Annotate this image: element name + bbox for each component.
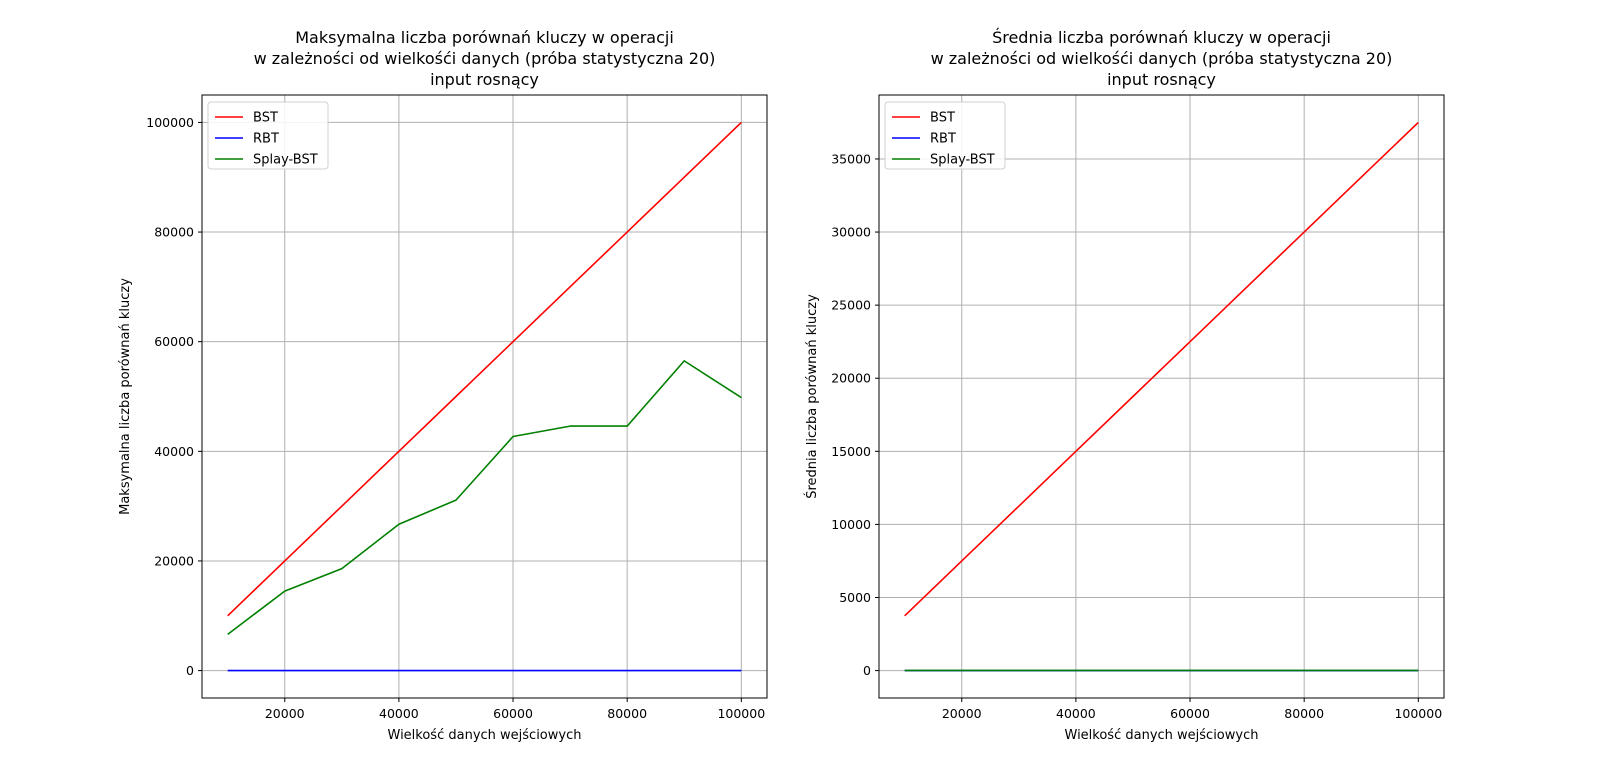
y-tick-label: 0 (863, 663, 871, 678)
x-tick-label: 100000 (1394, 706, 1442, 721)
x-tick-label: 40000 (1056, 706, 1096, 721)
y-tick-label: 60000 (154, 334, 194, 349)
chart-title-line: Średnia liczba porównań kluczy w operacj… (992, 28, 1331, 47)
chart-avg-comparisons: Średnia liczba porównań kluczy w operacj… (804, 28, 1445, 743)
legend-label-splay-bst: Splay-BST (253, 153, 318, 168)
series-line-bst (227, 121, 742, 617)
y-tick-label: 15000 (831, 444, 871, 459)
y-tick-label: 40000 (154, 444, 194, 459)
chart-title-line: w zależności od wielkośći danych (próba … (254, 49, 716, 68)
y-tick-label: 10000 (831, 517, 871, 532)
chart-title-line: w zależności od wielkośći danych (próba … (931, 49, 1393, 68)
x-tick-label: 80000 (607, 706, 647, 721)
series-line-bst (904, 121, 1419, 617)
x-tick-label: 60000 (493, 706, 533, 721)
y-tick-label: 80000 (154, 225, 194, 240)
x-tick-label: 60000 (1170, 706, 1210, 721)
y-tick-label: 5000 (839, 590, 871, 605)
y-axis-label: Maksymalna liczba porównań kluczy (118, 278, 133, 515)
x-axis-label: Wielkość danych wejściowych (388, 728, 582, 743)
legend-label-splay-bst: Splay-BST (930, 153, 995, 168)
x-tick-label: 80000 (1284, 706, 1324, 721)
legend-label-bst: BST (930, 111, 955, 126)
plot-frame (878, 94, 1445, 699)
y-tick-label: 20000 (831, 371, 871, 386)
x-axis-label: Wielkość danych wejściowych (1065, 728, 1259, 743)
y-tick-label: 25000 (831, 298, 871, 313)
y-tick-label: 35000 (831, 151, 871, 166)
x-tick-label: 20000 (942, 706, 982, 721)
chart-title-line: input rosnący (1107, 70, 1216, 89)
legend-label-bst: BST (253, 111, 278, 126)
x-tick-label: 40000 (379, 706, 419, 721)
legend-box (207, 101, 329, 170)
y-axis-label: Średnia liczba porównań kluczy (804, 294, 820, 499)
plot-frame (201, 94, 768, 699)
y-tick-label: 100000 (146, 115, 194, 130)
y-tick-label: 30000 (831, 225, 871, 240)
legend-label-rbt: RBT (253, 132, 279, 147)
chart-max-comparisons: Maksymalna liczba porównań kluczy w oper… (118, 28, 768, 743)
legend-label-rbt: RBT (930, 132, 956, 147)
x-tick-label: 20000 (265, 706, 305, 721)
legend-box (884, 101, 1006, 170)
chart-title-line: Maksymalna liczba porównań kluczy w oper… (295, 28, 674, 47)
y-tick-label: 0 (186, 663, 194, 678)
series-line-splay-bst (227, 360, 742, 636)
x-tick-label: 100000 (717, 706, 765, 721)
chart-title-line: input rosnący (430, 70, 539, 89)
y-tick-label: 20000 (154, 553, 194, 568)
